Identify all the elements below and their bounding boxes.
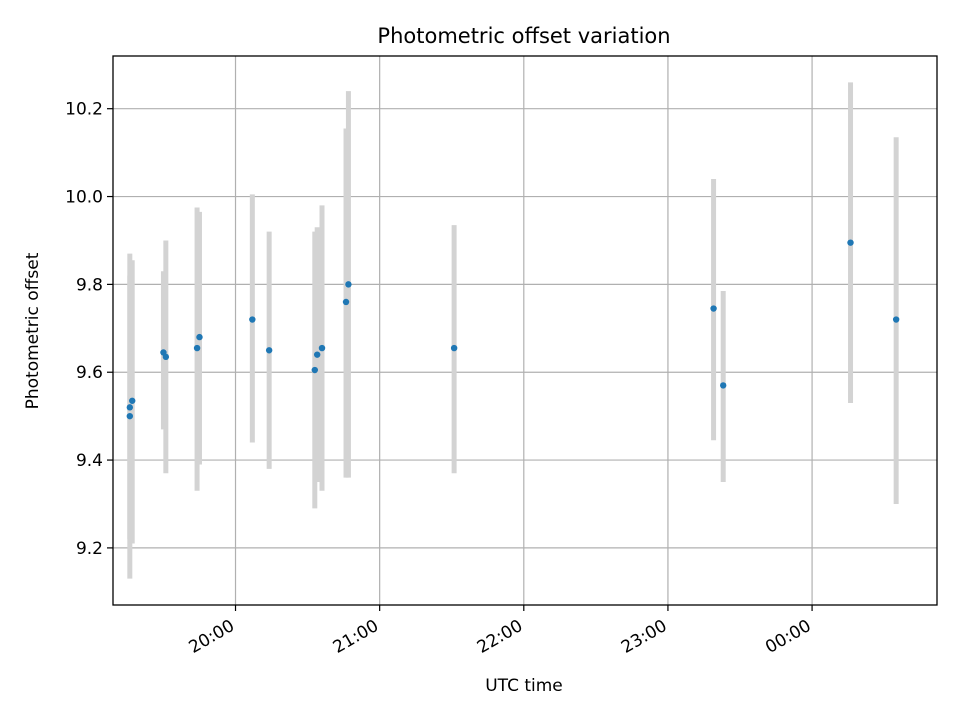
data-point — [313, 351, 321, 358]
data-points — [126, 239, 900, 420]
error-bars — [127, 82, 899, 579]
data-point — [129, 397, 136, 404]
data-point — [126, 404, 134, 411]
data-point — [162, 353, 170, 361]
y-tick-label: 10.2 — [65, 100, 103, 120]
data-point — [311, 366, 318, 374]
y-tick-label: 10.0 — [65, 188, 103, 208]
y-axis-label: Photometric offset — [23, 252, 43, 409]
data-point — [847, 239, 854, 246]
chart-title: Photometric offset variation — [377, 24, 670, 48]
y-axis-ticks: 9.2 9.4 9.6 9.8 10.0 10.2 — [65, 100, 113, 559]
y-tick-label: 9.4 — [76, 451, 103, 471]
data-point — [719, 382, 727, 389]
x-tick-label: 22:00 — [474, 616, 526, 658]
x-tick-label: 20:00 — [186, 616, 238, 658]
x-axis-label: UTC time — [485, 676, 563, 696]
data-point — [318, 344, 326, 352]
grid-lines — [113, 56, 937, 605]
plot-frame — [112, 55, 938, 606]
data-point — [450, 344, 458, 352]
data-point — [193, 344, 201, 352]
data-point — [126, 412, 134, 420]
data-point — [892, 316, 900, 323]
x-axis-ticks: 20:00 21:00 22:00 23:00 00:00 — [186, 605, 815, 658]
x-tick-label: 23:00 — [618, 616, 670, 658]
x-tick-label: 21:00 — [330, 616, 382, 658]
data-point — [710, 305, 717, 312]
data-point — [196, 333, 203, 341]
x-tick-label: 00:00 — [762, 616, 814, 658]
data-point — [249, 316, 256, 323]
y-tick-label: 9.8 — [76, 275, 103, 295]
data-point — [345, 281, 352, 288]
data-point — [265, 347, 273, 354]
y-tick-label: 9.2 — [76, 539, 103, 559]
data-point — [342, 298, 350, 306]
y-tick-label: 9.6 — [76, 363, 103, 383]
